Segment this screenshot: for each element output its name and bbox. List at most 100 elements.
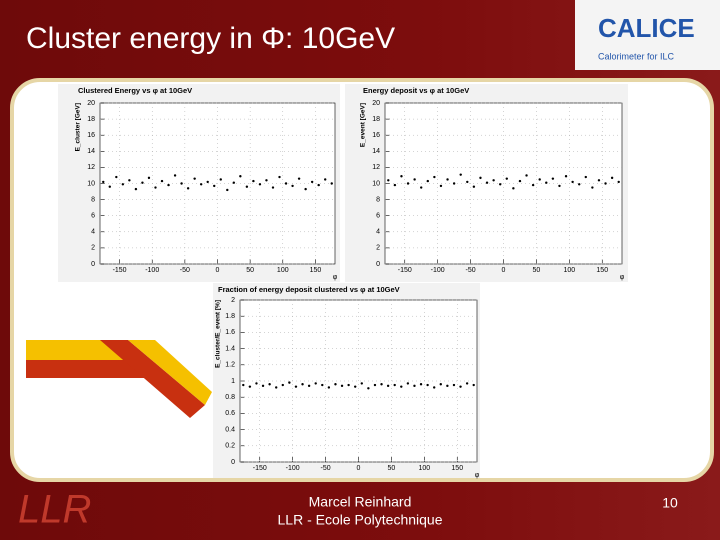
- point: [275, 386, 278, 389]
- point: [433, 175, 436, 179]
- point: [419, 383, 423, 386]
- y-tick-label: 6: [91, 213, 95, 220]
- x-tick-label: 0: [357, 465, 361, 472]
- x-tick-label: -100: [431, 267, 445, 274]
- point: [505, 177, 508, 180]
- y-tick-label: 1.8: [225, 313, 235, 320]
- point: [252, 179, 255, 183]
- point: [265, 179, 268, 182]
- point: [173, 174, 177, 177]
- point: [327, 386, 331, 389]
- x-tick-label: 150: [451, 465, 463, 472]
- point: [281, 383, 284, 387]
- point: [492, 179, 495, 182]
- point: [301, 383, 304, 386]
- point: [121, 183, 125, 186]
- point: [334, 383, 337, 386]
- affiliation: LLR - Ecole Polytechnique: [278, 512, 443, 528]
- point: [373, 383, 377, 387]
- point: [531, 183, 535, 187]
- y-tick-label: 6: [376, 213, 380, 220]
- point: [420, 186, 423, 189]
- point: [386, 384, 390, 388]
- point: [278, 175, 281, 179]
- point: [558, 184, 561, 188]
- point: [291, 184, 294, 188]
- point: [426, 179, 429, 183]
- y-tick-label: 0.4: [225, 426, 235, 433]
- x-tick-label: -50: [466, 267, 476, 274]
- point: [314, 382, 317, 385]
- point: [193, 177, 196, 180]
- point: [485, 181, 489, 184]
- point: [472, 383, 475, 387]
- point: [479, 176, 482, 180]
- y-tick-label: 8: [376, 196, 380, 203]
- point: [426, 383, 429, 387]
- point: [578, 183, 581, 186]
- y-tick-label: 0: [231, 459, 235, 466]
- point: [406, 382, 410, 385]
- slide-title: Cluster energy in Φ: 10GeV: [26, 22, 395, 55]
- y-axis-label: E_cluster/E_event [%]: [215, 300, 222, 368]
- point: [354, 385, 357, 388]
- point: [551, 177, 555, 180]
- point: [147, 176, 151, 180]
- y-tick-label: 20: [87, 100, 95, 107]
- point: [446, 384, 449, 388]
- y-tick-label: 16: [87, 132, 95, 139]
- point: [591, 186, 594, 189]
- x-tick-label: 150: [596, 267, 608, 274]
- point: [439, 383, 442, 386]
- decor: [100, 340, 205, 418]
- point: [452, 182, 456, 185]
- point: [180, 182, 183, 185]
- y-tick-label: 1: [231, 378, 235, 385]
- x-tick-label: 150: [310, 267, 322, 274]
- x-tick-label: 100: [563, 267, 575, 274]
- point: [261, 384, 265, 388]
- point: [452, 383, 456, 387]
- point: [406, 182, 410, 185]
- point: [459, 173, 462, 176]
- point: [134, 187, 138, 191]
- point: [413, 178, 416, 181]
- point: [128, 179, 131, 182]
- point: [242, 383, 245, 387]
- point: [400, 385, 403, 388]
- y-tick-label: 12: [372, 164, 380, 171]
- point: [433, 386, 436, 389]
- point: [330, 182, 333, 185]
- point: [446, 178, 449, 181]
- point: [115, 175, 118, 179]
- point: [538, 178, 541, 181]
- point: [219, 178, 222, 181]
- point: [367, 387, 370, 390]
- point: [271, 186, 275, 189]
- point: [518, 179, 522, 183]
- y-tick-label: 10: [372, 180, 380, 187]
- x-tick-label: 50: [246, 267, 254, 274]
- y-tick-label: 4: [376, 229, 380, 236]
- y-tick-label: 0: [91, 261, 95, 268]
- point: [324, 178, 327, 181]
- y-tick-label: 2: [91, 245, 95, 252]
- y-tick-label: 8: [91, 196, 95, 203]
- point: [321, 383, 324, 387]
- point: [232, 181, 236, 184]
- y-tick-label: 18: [87, 116, 95, 123]
- point: [465, 382, 469, 385]
- point: [597, 179, 601, 182]
- point: [387, 179, 390, 182]
- x-tick-label: 0: [502, 267, 506, 274]
- x-tick-label: -150: [113, 267, 127, 274]
- y-tick-label: 20: [372, 100, 380, 107]
- point: [102, 180, 105, 184]
- y-tick-label: 1.4: [225, 345, 235, 352]
- x-tick-label: -100: [286, 465, 300, 472]
- y-tick-label: 18: [372, 116, 380, 123]
- point: [213, 184, 216, 188]
- point: [226, 188, 229, 192]
- y-axis-label: E_event [GeV]: [360, 103, 367, 147]
- x-axis-label: φ: [620, 274, 625, 281]
